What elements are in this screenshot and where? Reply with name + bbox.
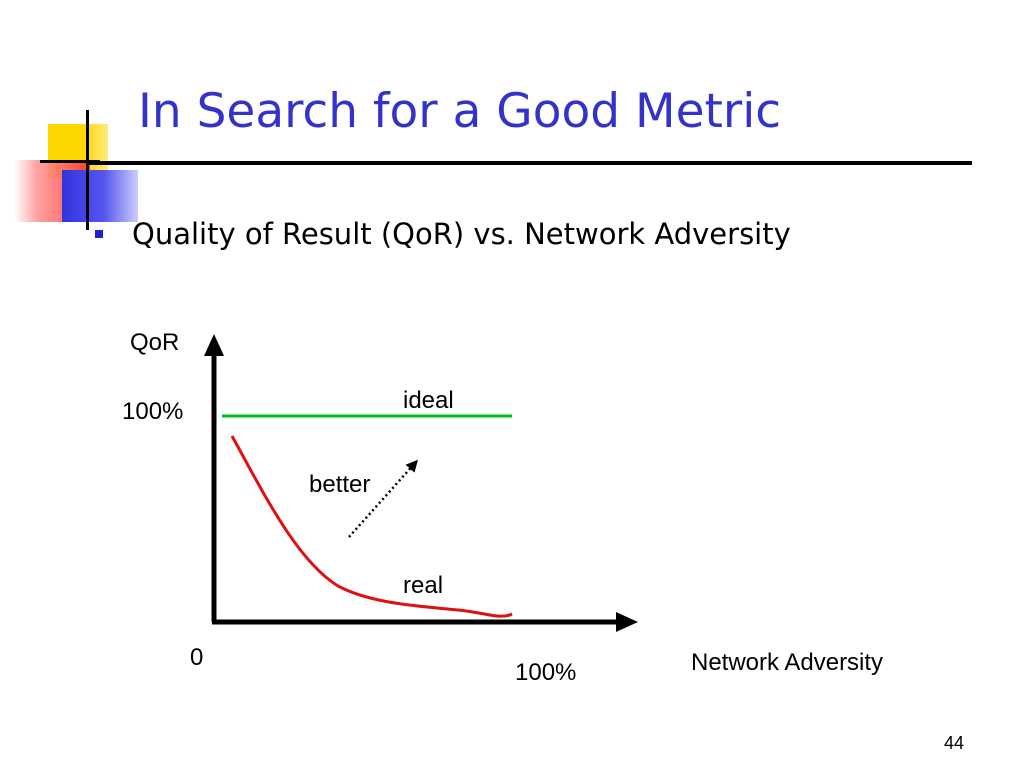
y-axis-arrowhead <box>204 334 224 356</box>
origin-label: 0 <box>190 644 203 671</box>
y-tick-label: 100% <box>122 398 183 425</box>
x-tick-label: 100% <box>515 659 576 686</box>
deco-blue-square <box>62 170 138 222</box>
x-axis-arrowhead <box>616 612 638 632</box>
real-curve <box>230 435 513 618</box>
page-number: 44 <box>943 733 964 753</box>
y-axis-label: QoR <box>130 329 179 356</box>
title-rule <box>86 161 972 165</box>
deco-vertical-line <box>86 110 89 230</box>
square-bullet-icon <box>95 230 103 238</box>
bullet-text: Quality of Result (QoR) vs. Network Adve… <box>132 217 791 251</box>
ideal-label: ideal <box>403 387 454 414</box>
better-label: better <box>309 471 370 498</box>
real-label: real <box>403 572 443 599</box>
x-axis-label: Network Adversity <box>691 649 883 676</box>
better-arrow <box>348 459 418 538</box>
deco-crossbar <box>40 160 100 163</box>
slide-title: In Search for a Good Metric <box>138 84 782 139</box>
